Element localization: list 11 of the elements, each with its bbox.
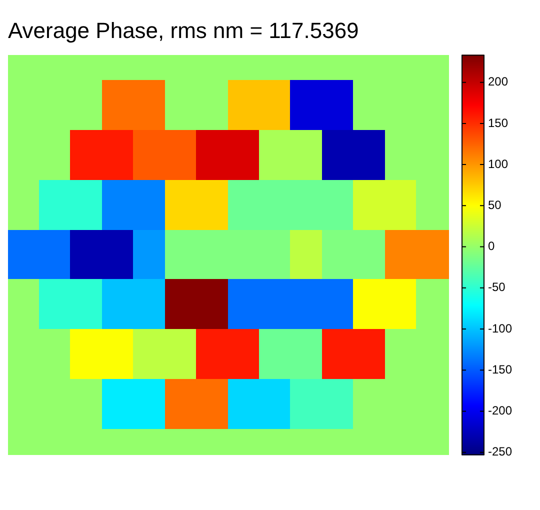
color-bar-label: -250 (488, 444, 512, 459)
color-bar-label: -200 (488, 404, 512, 418)
color-bar-label: 200 (488, 74, 508, 89)
color-bar-label: 100 (488, 156, 508, 171)
color-bar-label: 50 (488, 198, 502, 212)
color-bar-label: 150 (488, 116, 508, 130)
color-bar-label: -100 (488, 321, 512, 336)
chart-title: Average Phase, rms nm = 117.5369 (8, 18, 359, 44)
color-bar-label: -50 (488, 280, 506, 294)
color-bar-label: -150 (488, 362, 512, 376)
color-bar-label: 0 (488, 239, 495, 254)
